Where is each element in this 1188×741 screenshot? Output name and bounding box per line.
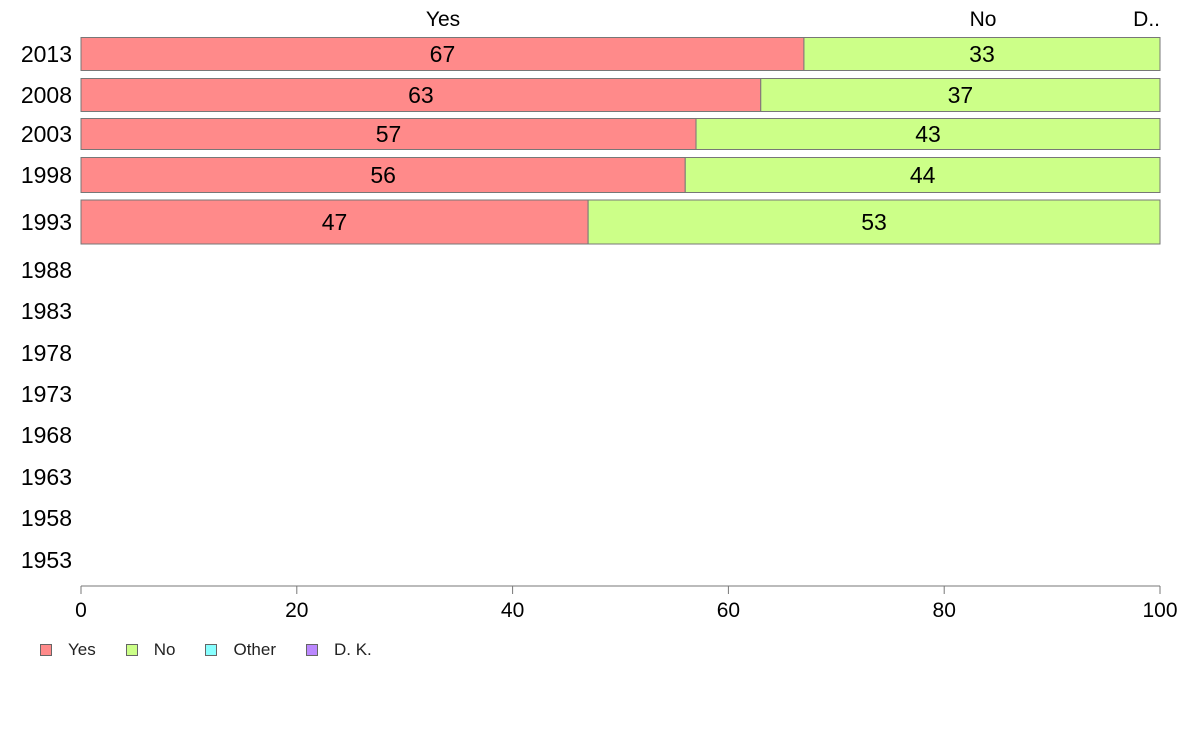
- bar-2013-yes: [80, 37, 805, 71]
- y-tick-label-1963: 1963: [21, 464, 72, 490]
- y-tick-label-2003: 2003: [21, 121, 72, 147]
- bar-label-2003-no: 43: [915, 121, 941, 147]
- bar-label-2003-yes: 57: [376, 121, 402, 147]
- y-tick-label-1953: 1953: [21, 547, 72, 573]
- legend-item-no: No: [125, 640, 176, 660]
- legend-item-dk: D. K.: [306, 640, 372, 660]
- x-tick-label-0: 0: [75, 599, 87, 622]
- bar-label-2013-yes: 67: [430, 41, 456, 67]
- bar-label-1998-yes: 56: [370, 162, 396, 188]
- bar-2003-no: [695, 118, 1161, 150]
- bar-1998-yes: [80, 157, 686, 193]
- bar-label-1993-no: 53: [861, 209, 887, 235]
- bar-2003-yes: [80, 118, 697, 150]
- top-label-0: Yes: [426, 8, 460, 31]
- y-tick-label-1973: 1973: [21, 381, 72, 407]
- legend-label-no: No: [153, 640, 176, 659]
- bar-2013-no: [803, 37, 1161, 71]
- x-tick-label-20: 20: [285, 599, 308, 622]
- y-tick-label-1993: 1993: [21, 209, 72, 235]
- x-tick-label-40: 40: [501, 599, 524, 622]
- x-tick-label-60: 60: [717, 599, 740, 622]
- legend-label-yes: Yes: [68, 640, 96, 659]
- legend-swatch-dk: [306, 644, 318, 656]
- legend-swatch-other: [205, 644, 218, 656]
- y-tick-label-1998: 1998: [21, 162, 72, 188]
- y-tick-label-2013: 2013: [21, 41, 72, 67]
- legend-item-yes: Yes: [40, 640, 96, 660]
- y-tick-label-1968: 1968: [21, 422, 72, 448]
- y-tick-label-2008: 2008: [21, 82, 72, 108]
- bar-1993-no: [587, 199, 1161, 245]
- legend-item-other: Other: [205, 640, 276, 660]
- top-label-2: D..: [1133, 8, 1160, 31]
- bar-1998-no: [684, 157, 1161, 193]
- y-tick-label-1978: 1978: [21, 340, 72, 366]
- legend: Yes No Other D. K.: [40, 640, 402, 660]
- bar-2008-no: [760, 78, 1161, 112]
- y-tick-label-1958: 1958: [21, 505, 72, 531]
- bar-label-2013-no: 33: [969, 41, 995, 67]
- legend-swatch-yes: [40, 644, 52, 656]
- bar-1993-yes: [80, 199, 589, 245]
- legend-label-other: Other: [233, 640, 276, 659]
- y-tick-label-1988: 1988: [21, 257, 72, 283]
- legend-swatch-no: [125, 644, 138, 656]
- y-tick-label-1983: 1983: [21, 298, 72, 324]
- bar-label-1998-no: 44: [910, 162, 936, 188]
- bar-label-2008-no: 37: [948, 82, 974, 108]
- bar-label-1993-yes: 47: [322, 209, 348, 235]
- top-label-1: No: [970, 8, 997, 31]
- bar-2008-yes: [80, 78, 762, 112]
- legend-label-dk: D. K.: [334, 640, 372, 659]
- bar-label-2008-yes: 63: [408, 82, 434, 108]
- x-tick-label-80: 80: [933, 599, 956, 622]
- x-tick-label-100: 100: [1142, 599, 1177, 622]
